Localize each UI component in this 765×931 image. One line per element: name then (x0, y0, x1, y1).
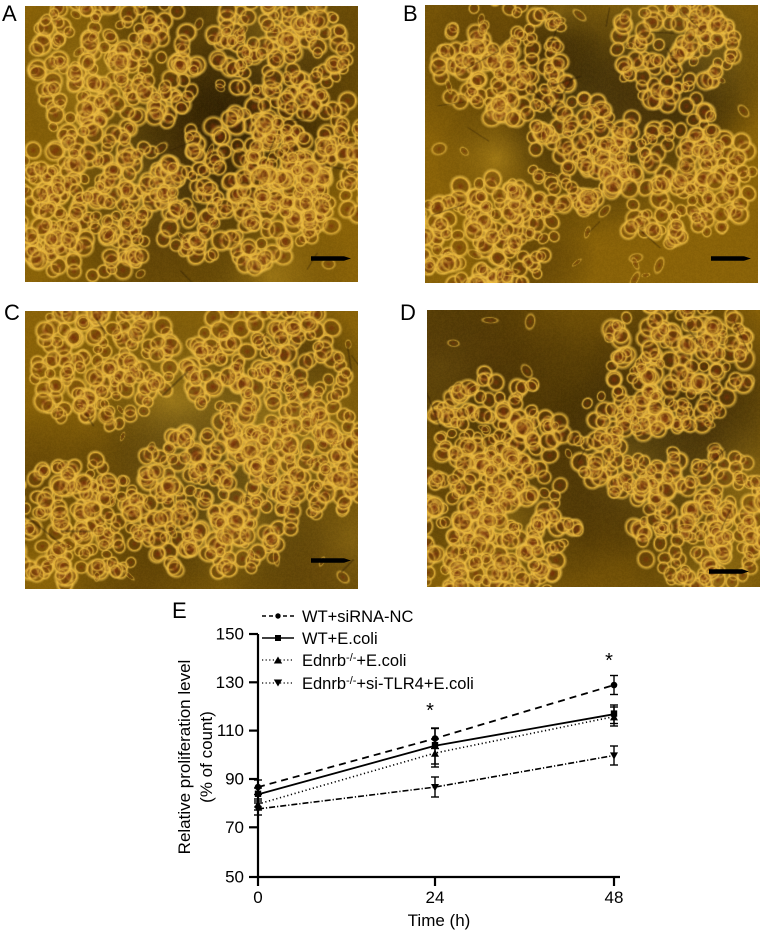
svg-text:110: 110 (217, 721, 244, 740)
svg-text:*: * (605, 650, 613, 672)
svg-text:WT+siRNA-NC: WT+siRNA-NC (302, 608, 413, 626)
svg-text:(% of count): (% of count) (197, 711, 216, 803)
svg-text:130: 130 (216, 673, 244, 692)
svg-text:Ednrb-/-+E.coli: Ednrb-/-+E.coli (302, 652, 406, 670)
svg-text:50: 50 (225, 868, 244, 887)
svg-text:48: 48 (605, 888, 624, 907)
svg-text:WT+E.coli: WT+E.coli (302, 630, 378, 648)
svg-text:24: 24 (426, 888, 445, 907)
svg-text:Relative proliferation level: Relative proliferation level (175, 660, 194, 855)
svg-text:70: 70 (225, 818, 244, 837)
svg-text:150: 150 (216, 625, 244, 644)
svg-text:0: 0 (253, 888, 262, 907)
svg-text:Ednrb-/-+si-TLR4+E.coli: Ednrb-/-+si-TLR4+E.coli (302, 675, 474, 693)
svg-text:*: * (426, 700, 434, 722)
svg-text:Time (h): Time (h) (408, 911, 471, 930)
svg-text:90: 90 (225, 770, 244, 789)
